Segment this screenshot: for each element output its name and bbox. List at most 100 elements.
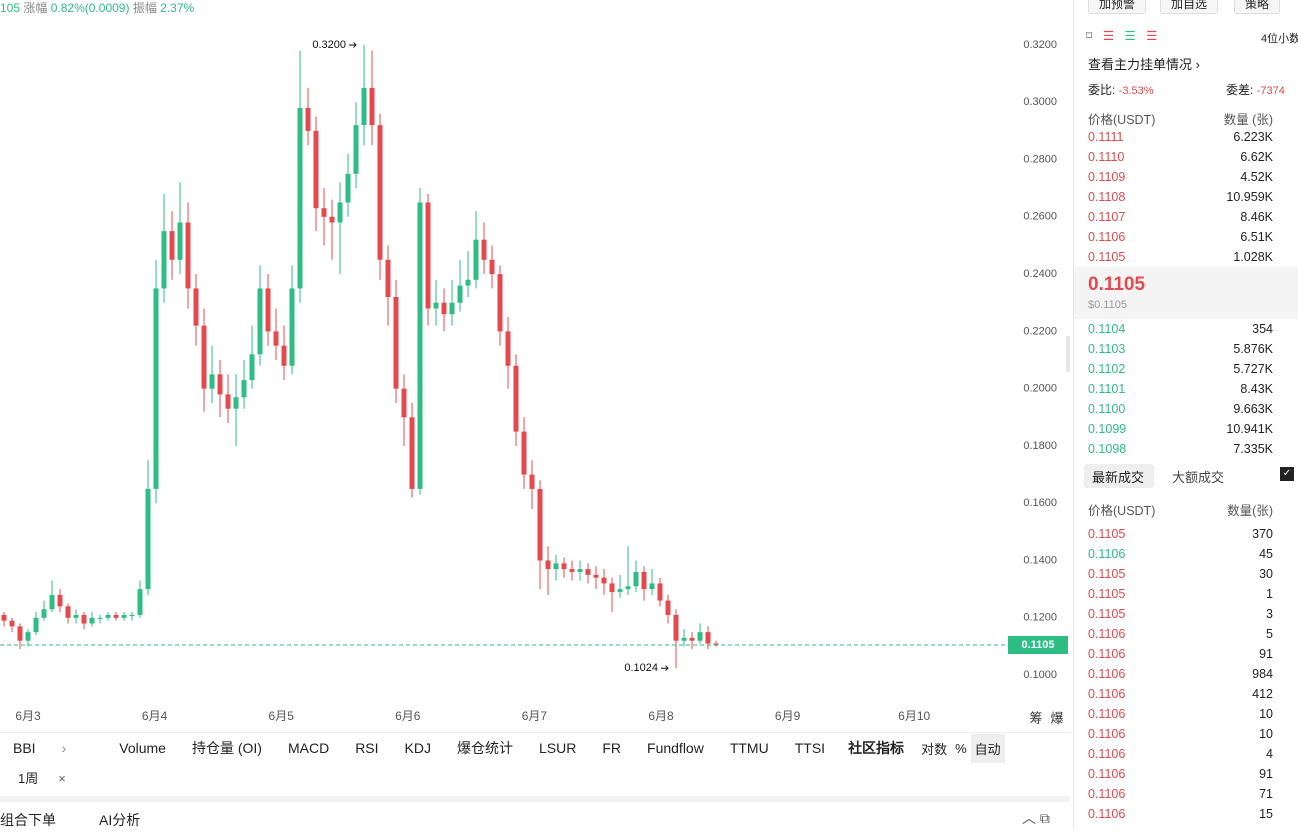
candle-body [609, 583, 615, 593]
indicator-tab[interactable]: RSI [355, 740, 379, 756]
trade-qty: 10 [1259, 707, 1273, 721]
side-panel: 加预警 加自选 策略 ⌑ ☰ ☰ ☰ 4位小数 查看主力挂单情况 › 委比: -… [1073, 0, 1298, 828]
book-qty: 6.62K [1240, 150, 1273, 164]
trade-qty: 71 [1259, 787, 1273, 801]
book-row[interactable]: 0.1100 9.663K [1088, 399, 1273, 419]
change: 0.82%(0.0009) [50, 1, 130, 15]
bottom-item[interactable]: 组合下单 [0, 812, 56, 828]
y-tick-label: 0.2200 [1023, 325, 1057, 337]
book-row[interactable]: 0.1108 10.959K [1088, 187, 1273, 207]
book-row[interactable]: 0.1104 354 [1088, 319, 1273, 339]
indicator-tab[interactable]: 持仓量 (OI) [191, 740, 262, 756]
annotation: 0.1024 [624, 662, 658, 674]
book-qty: 354 [1252, 322, 1273, 336]
candle-body [561, 563, 567, 570]
indicator-tab[interactable]: 爆仓统计 [456, 740, 513, 756]
trade-qty: 3 [1266, 607, 1273, 621]
interval[interactable]: 1周 × [18, 771, 66, 786]
trade-qty: 10 [1259, 727, 1273, 741]
bottom-item[interactable]: AI分析 [99, 812, 141, 828]
trade-row: 0.1106 4 [1088, 744, 1273, 764]
book-row[interactable]: 0.1101 8.43K [1088, 379, 1273, 399]
candle-body [225, 394, 231, 409]
book-header: 价格(USDT) 数量 (张) [1088, 108, 1273, 128]
indicator[interactable]: BBI [13, 740, 36, 756]
candle-body [273, 331, 279, 346]
trade-price: 0.1106 [1088, 787, 1126, 801]
log-toggle[interactable]: 对数 [921, 741, 948, 757]
indicator-tab[interactable]: LSUR [538, 740, 577, 756]
button[interactable]: 加预警 [1088, 0, 1147, 14]
trade-qty: 45 [1259, 547, 1273, 561]
change-label: 涨幅 [23, 1, 48, 15]
diff-label: 委差: [1226, 83, 1254, 97]
candle-body [57, 594, 63, 607]
mid-box [1074, 267, 1298, 319]
auto-toggle[interactable]: 自动 [970, 733, 1005, 763]
candle-body [633, 571, 639, 587]
y-tick-label: 0.2800 [1023, 153, 1057, 165]
decimals[interactable]: 4位小数 [1261, 33, 1298, 45]
book-row[interactable]: 0.1107 8.46K [1088, 207, 1273, 227]
trade-price: 0.1106 [1088, 547, 1126, 561]
header-cell: 价格(USDT) [1088, 503, 1156, 518]
book-price: 0.1109 [1088, 170, 1126, 184]
book-row[interactable]: 0.1099 10.941K [1088, 419, 1273, 439]
ratio-value: -3.53% [1118, 85, 1154, 97]
annotation-arrow [661, 665, 669, 672]
book-qty: 8.46K [1240, 210, 1273, 224]
candle-body [217, 374, 223, 395]
book-row[interactable]: 0.1111 6.223K [1088, 127, 1273, 147]
candle-body [649, 583, 655, 590]
trade-price: 0.1106 [1088, 647, 1126, 661]
indicator-tab[interactable]: Fundflow [647, 740, 704, 756]
x-tick-label: 6月9 [775, 709, 801, 723]
trade-row: 0.1105 370 [1088, 524, 1273, 544]
main-orders-link[interactable]: 查看主力挂单情况 › [1088, 57, 1200, 72]
candle-body [409, 417, 415, 489]
trade-row: 0.1105 30 [1088, 564, 1273, 584]
book-row[interactable]: 0.1109 4.52K [1088, 167, 1273, 187]
x-tick-label: 6月5 [269, 709, 295, 723]
button[interactable]: 加自选 [1160, 0, 1219, 14]
book-row[interactable]: 0.1110 6.62K [1088, 147, 1273, 167]
ratio-label: 委比: [1088, 83, 1116, 97]
indicator-tab[interactable]: TTMU [729, 740, 769, 756]
book-row[interactable]: 0.1103 5.876K [1088, 339, 1273, 359]
candle-body [265, 288, 271, 332]
candle-body [81, 614, 87, 624]
trade-tab[interactable]: 最新成交 [1092, 470, 1145, 485]
header-cell: 数量(张) [1227, 503, 1273, 518]
y-tick-label: 0.1000 [1023, 669, 1057, 681]
book-row[interactable]: 0.1102 5.727K [1088, 359, 1273, 379]
chart: 0.1000 0.1200 0.1400 0.1600 0.1800 0.2000 0.22… [0, 39, 1070, 725]
amplitude-label: 振幅 [132, 1, 157, 15]
indicator-tab[interactable]: FR [602, 740, 622, 756]
book-row[interactable]: 0.1098 7.335K [1088, 439, 1273, 459]
candle-body [641, 571, 647, 590]
book-qty: 4.52K [1240, 170, 1273, 184]
trade-tab[interactable]: 大额成交 [1172, 470, 1225, 485]
candle-body [41, 609, 47, 618]
candle-body [617, 589, 623, 593]
book-qty: 1.028K [1233, 250, 1273, 264]
button[interactable]: 策略 [1234, 0, 1281, 14]
indicator-tab[interactable]: KDJ [404, 740, 431, 756]
candle-body [553, 563, 559, 570]
community[interactable]: 社区指标 [848, 740, 905, 756]
trade-price: 0.1105 [1088, 567, 1126, 581]
candle-body [321, 208, 327, 217]
candle-body [425, 202, 431, 309]
indicator-tab[interactable]: MACD [287, 740, 330, 756]
percent-toggle[interactable]: % [955, 740, 967, 756]
book-price: 0.1102 [1088, 362, 1126, 376]
candle-body [465, 279, 471, 286]
candle-body [665, 600, 671, 615]
book-row[interactable]: 0.1105 1.028K [1088, 247, 1273, 267]
view-icons[interactable]: ⌑ ☰ ☰ ☰ [1086, 29, 1158, 43]
indicator-tab[interactable]: TTSI [794, 740, 826, 756]
mid-price: 0.1105 [1088, 274, 1146, 295]
book-row[interactable]: 0.1106 6.51K [1088, 227, 1273, 247]
candle-body [697, 632, 703, 641]
indicator-tab[interactable]: Volume [119, 740, 166, 756]
